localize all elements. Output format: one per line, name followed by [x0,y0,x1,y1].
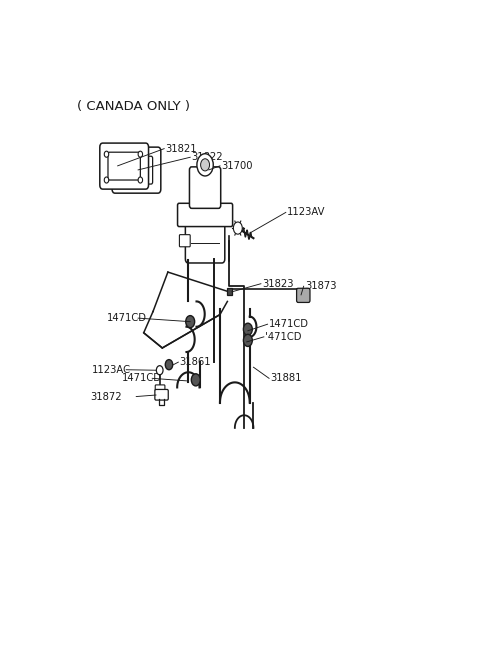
Circle shape [138,151,143,157]
Bar [227,288,232,296]
Text: 1471CD: 1471CD [107,313,146,323]
Text: 1471CD: 1471CD [121,373,161,383]
FancyBboxPatch shape [108,152,140,180]
Circle shape [201,159,210,171]
FancyBboxPatch shape [178,203,233,227]
FancyBboxPatch shape [120,156,153,184]
Text: ( CANADA ONLY ): ( CANADA ONLY ) [77,100,190,113]
Circle shape [138,177,143,183]
Text: 31881: 31881 [270,373,301,383]
Circle shape [243,323,252,335]
Circle shape [192,374,200,386]
FancyBboxPatch shape [297,288,310,302]
FancyBboxPatch shape [100,143,148,189]
Circle shape [197,154,213,176]
Text: '471CD: '471CD [265,332,301,342]
Text: 31700: 31700 [221,161,252,171]
Text: 31861: 31861 [180,357,211,367]
Circle shape [165,359,173,370]
FancyBboxPatch shape [190,167,221,208]
FancyBboxPatch shape [155,385,165,391]
Text: 1471CD: 1471CD [269,319,309,329]
FancyBboxPatch shape [112,147,161,193]
Text: 31821: 31821 [165,144,197,154]
Circle shape [104,151,109,157]
FancyBboxPatch shape [185,221,225,263]
Circle shape [186,315,195,328]
Circle shape [156,366,163,374]
Text: 31873: 31873 [305,281,336,291]
Text: 1123AV: 1123AV [287,208,325,217]
Text: 31823: 31823 [262,279,293,288]
FancyBboxPatch shape [180,235,190,247]
Text: 31872: 31872 [91,392,122,401]
Circle shape [233,222,242,234]
Text: 31822: 31822 [192,152,223,162]
Circle shape [104,177,109,183]
FancyBboxPatch shape [155,390,168,400]
Circle shape [243,334,252,346]
Text: 1123AC: 1123AC [92,365,131,374]
